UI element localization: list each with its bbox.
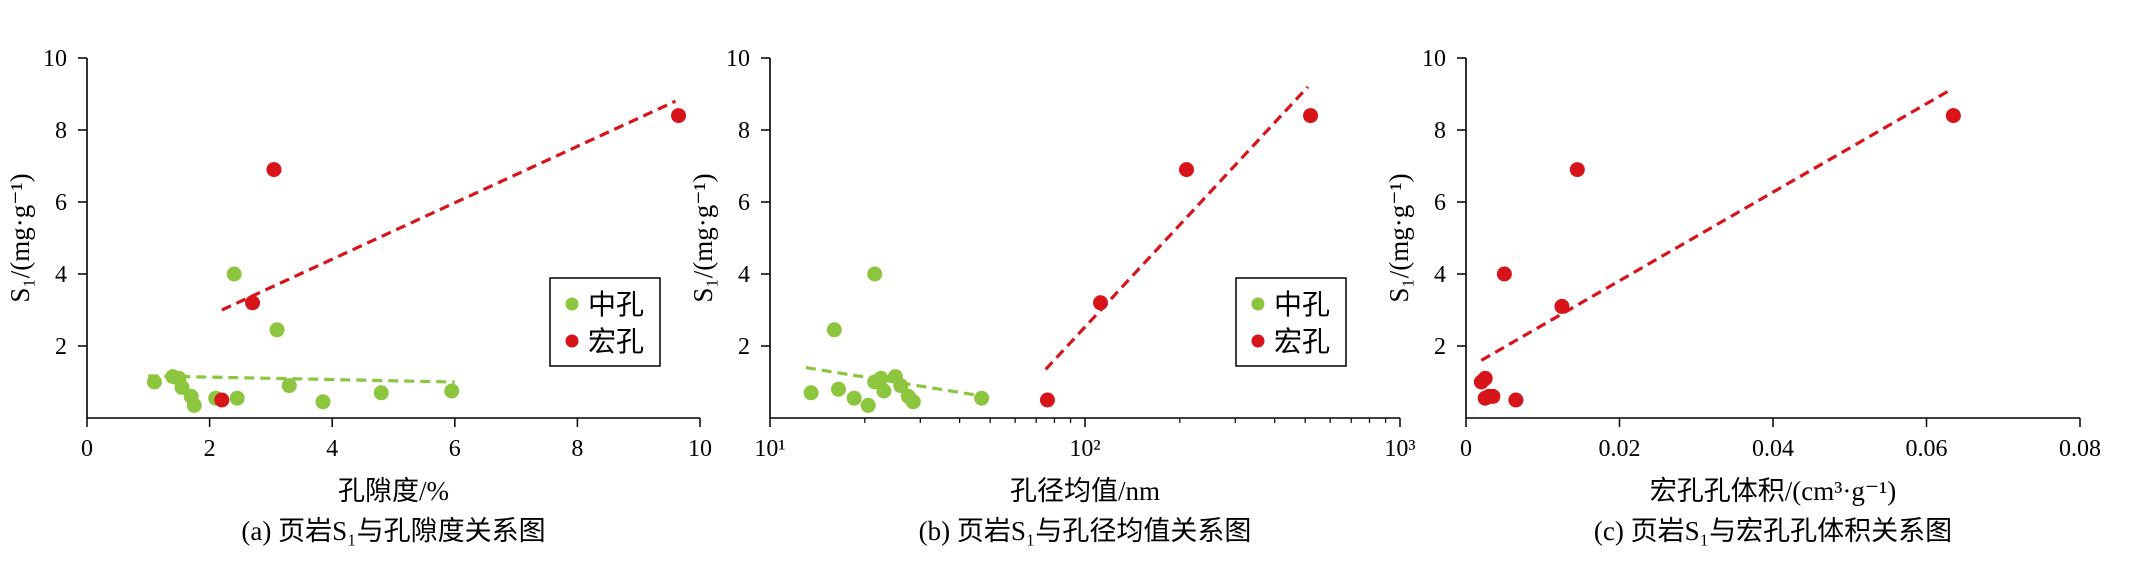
data-point-2 — [671, 108, 687, 124]
data-point-1 — [826, 322, 842, 338]
y-tick-label: 10 — [43, 46, 67, 72]
data-point-2 — [1303, 108, 1319, 124]
data-point-1 — [905, 394, 921, 410]
y-tick-label: 8 — [55, 118, 67, 144]
trend-line-1 — [1480, 89, 1951, 362]
data-point-2 — [245, 295, 261, 311]
y-tick-label: 10 — [1422, 46, 1446, 72]
y-tick-label: 6 — [55, 190, 67, 216]
y-tick-label: 6 — [738, 190, 750, 216]
y-tick-label: 2 — [1434, 334, 1446, 360]
x-tick-label: 2 — [204, 436, 216, 462]
y-tick-label: 6 — [1434, 190, 1446, 216]
legend-label: 宏孔 — [588, 326, 644, 358]
data-point-1 — [893, 378, 909, 394]
y-axis-label: S₁/(mg·g⁻¹) — [5, 173, 35, 302]
x-axis-label: 孔隙度/% — [338, 476, 449, 506]
data-point-2 — [1039, 392, 1055, 408]
y-tick-label: 2 — [55, 334, 67, 360]
y-tick-label: 8 — [738, 118, 750, 144]
trend-line-1 — [805, 366, 985, 398]
data-point-2 — [1178, 162, 1194, 178]
x-tick-label: 4 — [326, 436, 338, 462]
data-point-1 — [1945, 108, 1961, 124]
legend-marker — [1251, 334, 1265, 348]
data-point-1 — [444, 383, 460, 399]
data-point-1 — [373, 385, 389, 401]
y-tick-label: 4 — [55, 262, 67, 288]
legend-marker — [565, 334, 579, 348]
data-point-1 — [226, 266, 242, 282]
y-tick-label: 4 — [1434, 262, 1446, 288]
x-tick-label: 10¹ — [754, 436, 785, 462]
chart-panel-2: 2 4 6 8 10 10¹ 10² 10³ 孔径均值/nm S₁/(mg·g⁻¹) (b) 页岩S… — [688, 46, 1416, 546]
chart-panel-3: 2 4 6 8 10 0 0.02 0.04 0.06 0.08 宏孔孔体积/(cm³·g⁻¹) S₁… — [1384, 46, 2101, 546]
data-point-1 — [803, 385, 819, 401]
data-point-1 — [315, 394, 331, 410]
x-tick-label: 0.04 — [1752, 436, 1794, 462]
x-tick-label: 0 — [81, 436, 93, 462]
chart-panel-1: 2 4 6 8 10 0 2 4 6 8 10 孔隙度/% S₁/(mg·g⁻¹) (a) 页岩S₁与孔隙… — [5, 46, 712, 546]
panel-caption: (b) 页岩S₁与孔径均值关系图 — [919, 516, 1252, 546]
panel-caption: (a) 页岩S₁与孔隙度关系图 — [241, 516, 545, 546]
y-tick-label: 4 — [738, 262, 750, 288]
data-point-1 — [174, 379, 190, 395]
x-tick-label: 10² — [1069, 436, 1100, 462]
panel-caption: (c) 页岩S₁与宏孔孔体积关系图 — [1594, 516, 1952, 546]
y-axis-label: S₁/(mg·g⁻¹) — [1384, 173, 1414, 302]
x-tick-label: 8 — [571, 436, 583, 462]
data-point-2 — [266, 162, 282, 178]
data-point-1 — [229, 390, 245, 406]
trend-line-1 — [148, 374, 455, 384]
data-point-1 — [1554, 298, 1570, 314]
legend-marker — [1251, 297, 1265, 311]
data-point-1 — [1477, 370, 1493, 386]
trend-line-2 — [221, 99, 677, 312]
data-point-1 — [1569, 162, 1585, 178]
data-point-1 — [876, 383, 892, 399]
legend-label: 中孔 — [588, 289, 644, 321]
data-point-1 — [831, 381, 847, 397]
y-axis-label: S₁/(mg·g⁻¹) — [688, 173, 718, 302]
trend-line-2 — [1044, 85, 1310, 371]
data-point-1 — [873, 370, 889, 386]
legend-label: 宏孔 — [1274, 326, 1330, 358]
legend-box — [1235, 277, 1347, 367]
x-tick-label: 0 — [1460, 436, 1472, 462]
x-tick-label: 0.06 — [1906, 436, 1948, 462]
data-point-1 — [1485, 388, 1501, 404]
y-tick-label: 8 — [1434, 118, 1446, 144]
y-tick-label: 10 — [726, 46, 750, 72]
x-tick-label: 10³ — [1384, 436, 1415, 462]
data-point-1 — [281, 378, 297, 394]
x-tick-label: 0.02 — [1599, 436, 1641, 462]
data-point-1 — [146, 374, 162, 390]
data-point-1 — [269, 322, 285, 338]
x-axis-label: 宏孔孔体积/(cm³·g⁻¹) — [1650, 476, 1896, 506]
data-point-1 — [867, 266, 883, 282]
x-axis-label: 孔径均值/nm — [1010, 476, 1160, 506]
x-tick-label: 6 — [449, 436, 461, 462]
data-point-1 — [1508, 392, 1524, 408]
data-point-1 — [846, 390, 862, 406]
data-point-2 — [1093, 295, 1109, 311]
y-tick-label: 2 — [738, 334, 750, 360]
legend-box — [549, 277, 661, 367]
data-point-1 — [974, 390, 990, 406]
data-point-1 — [186, 397, 202, 413]
data-point-2 — [214, 392, 230, 408]
legend-marker — [565, 297, 579, 311]
data-point-1 — [1496, 266, 1512, 282]
x-tick-label: 10 — [688, 436, 712, 462]
data-point-1 — [860, 397, 876, 413]
legend-label: 中孔 — [1274, 289, 1330, 321]
x-tick-label: 0.08 — [2059, 436, 2101, 462]
